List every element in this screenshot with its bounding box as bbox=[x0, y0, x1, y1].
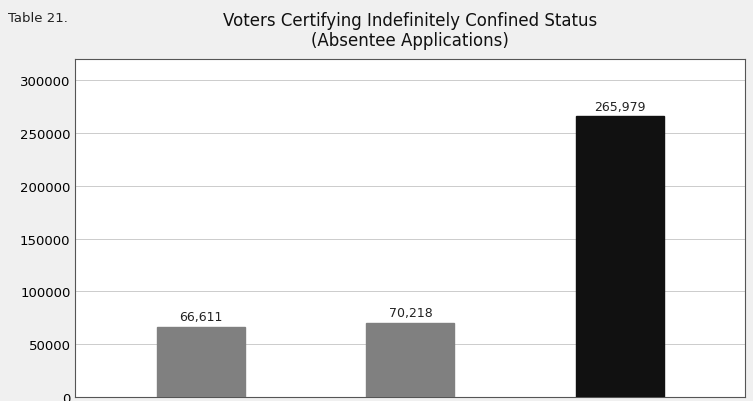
Title: Voters Certifying Indefinitely Confined Status
(Absentee Applications): Voters Certifying Indefinitely Confined … bbox=[223, 12, 598, 50]
Bar bbox=[576, 117, 664, 397]
Text: 265,979: 265,979 bbox=[594, 100, 645, 113]
Text: 66,611: 66,611 bbox=[179, 310, 223, 323]
Text: 70,218: 70,218 bbox=[389, 306, 432, 319]
Bar bbox=[157, 327, 245, 397]
Bar bbox=[367, 323, 454, 397]
Text: Table 21.: Table 21. bbox=[8, 12, 68, 25]
